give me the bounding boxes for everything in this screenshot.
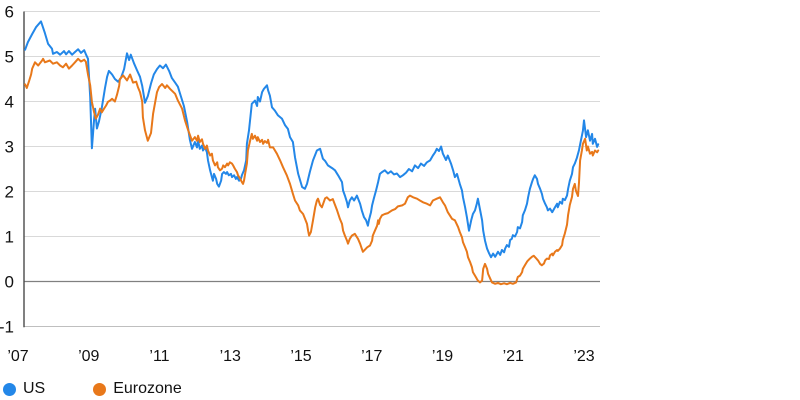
x-axis-tick-label: ’07 [7,348,28,365]
legend-item-eurozone[interactable]: Eurozone [93,380,182,398]
x-axis-tick-label: ’21 [503,348,524,365]
x-axis-tick-label: ’19 [432,348,453,365]
y-axis-tick-label: 0 [5,272,14,291]
x-axis-tick-label: ’15 [290,348,311,365]
us-series-dot-icon [3,382,16,396]
legend-label-eurozone: Eurozone [113,380,182,397]
x-axis-tick-label: ’23 [573,348,594,365]
eurozone-series-line [24,57,600,286]
x-axis-tick-label: ’17 [361,348,382,365]
chart-legend: US Eurozone [3,380,182,398]
x-axis-tick-label: ’13 [220,348,241,365]
y-axis-tick-label: 2 [5,182,14,201]
legend-label-us: US [23,380,46,397]
y-axis-tick-label: 5 [5,47,14,66]
us-series-line [24,20,600,259]
legend-item-us[interactable]: US [3,380,45,398]
eurozone-series-dot-icon [93,382,107,396]
x-axis-tick-label: ’09 [78,348,99,365]
y-axis-tick-label: 1 [5,227,14,246]
y-axis-tick-label: 6 [5,2,14,21]
y-axis-tick-label: -1 [0,317,14,336]
y-axis-tick-label: 4 [5,92,14,111]
x-axis-tick-label: ’11 [149,348,169,365]
y-axis-tick-label: 3 [5,137,14,156]
